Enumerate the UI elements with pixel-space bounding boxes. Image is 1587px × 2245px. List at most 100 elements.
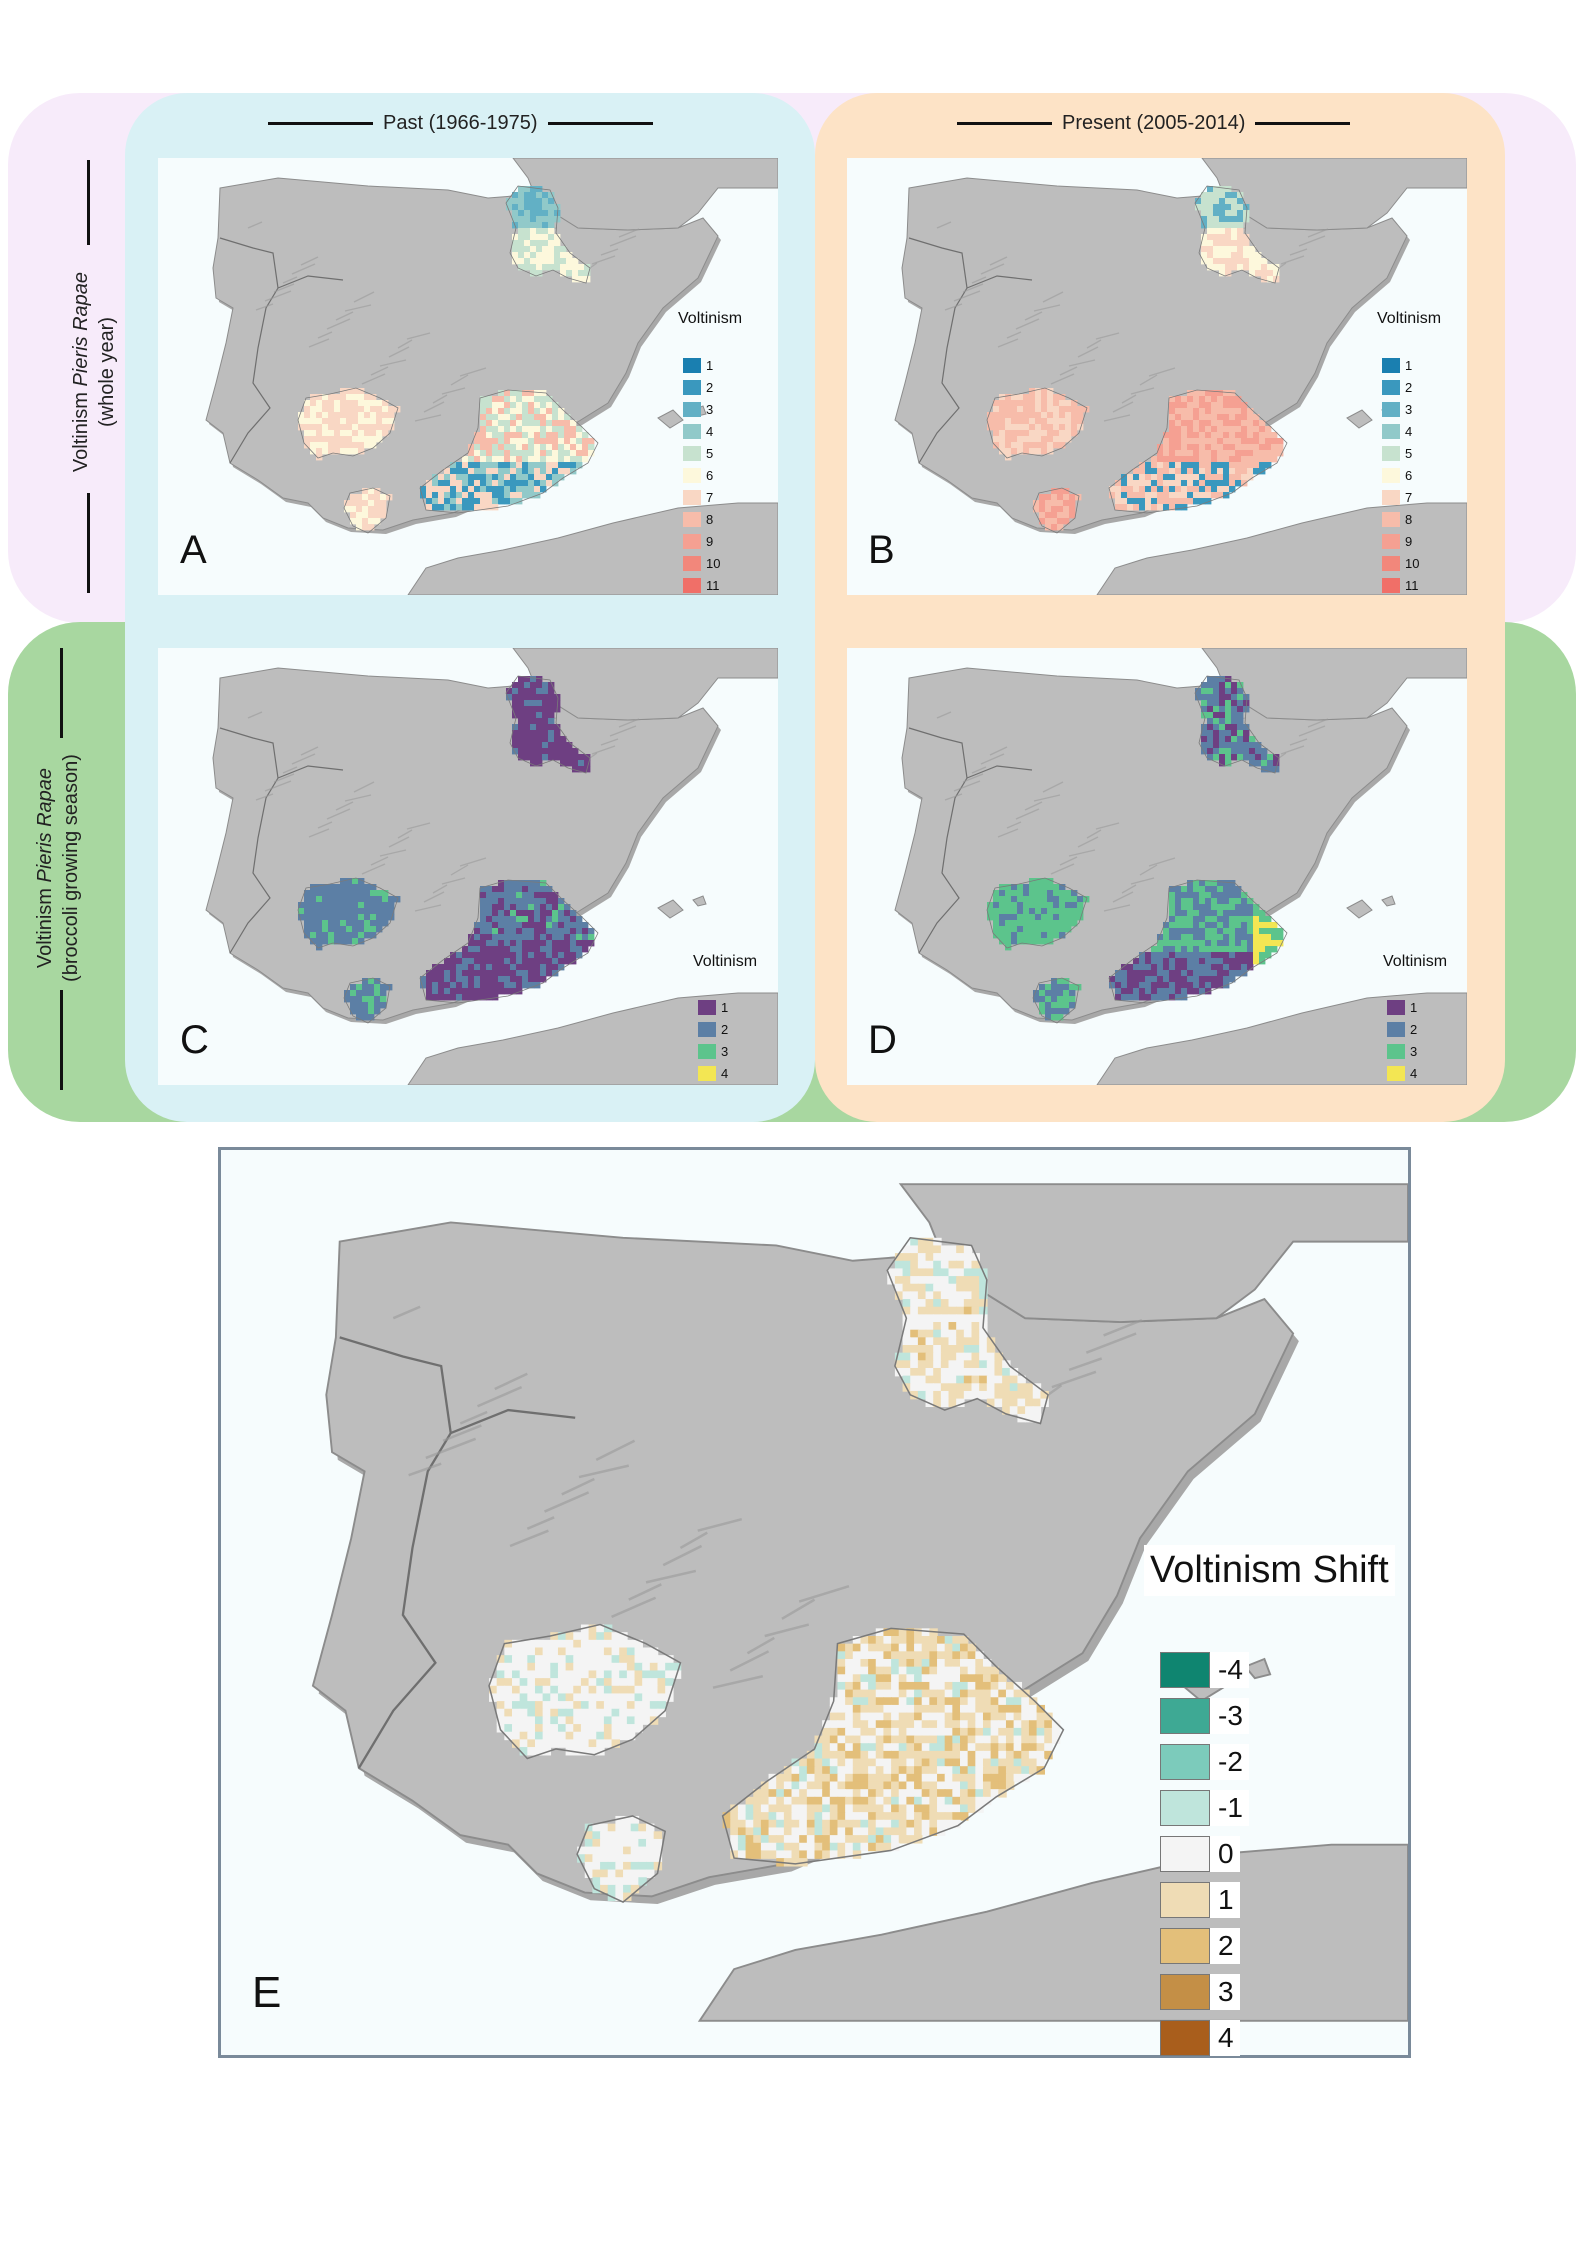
grid-cell — [370, 412, 377, 419]
grid-cell — [1217, 414, 1224, 421]
legend-item: 2 — [1160, 1928, 1240, 1964]
grid-cell — [956, 1268, 965, 1277]
legend-swatch — [683, 446, 701, 461]
grid-cell — [837, 1796, 846, 1806]
grid-cell — [1035, 400, 1042, 407]
grid-cell — [1175, 898, 1182, 905]
grid-cell — [432, 474, 439, 481]
legend-label: -4 — [1218, 1654, 1243, 1685]
grid-cell — [1017, 442, 1024, 449]
grid-cell — [1029, 424, 1036, 431]
grid-cell — [546, 886, 553, 893]
grid-cell — [504, 1731, 513, 1741]
relief-mark — [1121, 394, 1137, 404]
grid-cell — [1217, 450, 1224, 457]
grid-cell — [1009, 1383, 1019, 1392]
grid-cell — [542, 1724, 552, 1733]
grid-cell — [1039, 990, 1046, 997]
grid-cell — [1213, 258, 1220, 265]
grid-cell — [588, 1647, 598, 1656]
grid-cell — [564, 432, 571, 439]
grid-cell — [921, 1628, 931, 1637]
grid-cell — [584, 264, 591, 271]
grid-cell — [542, 1685, 552, 1695]
grid-cell — [875, 1697, 885, 1706]
grid-cell — [1009, 1375, 1019, 1385]
grid-cell — [492, 414, 499, 421]
balearic-island — [692, 895, 707, 907]
grid-cell — [852, 1666, 862, 1676]
grid-cell — [1205, 898, 1212, 905]
grid-cell — [370, 902, 377, 909]
legend-label: 4 — [1410, 1066, 1418, 1081]
grid-cell — [1047, 394, 1054, 401]
grid-cell — [1053, 932, 1060, 939]
grid-cell — [649, 1685, 659, 1695]
grid-cell — [1181, 928, 1188, 935]
grid-cell — [519, 1670, 529, 1679]
grid-cell — [570, 462, 577, 469]
relief-mark — [282, 766, 298, 774]
grid-cell — [1205, 988, 1212, 995]
grid-cell — [921, 1697, 931, 1706]
grid-cell — [1213, 204, 1220, 211]
grid-cell — [952, 1643, 961, 1653]
grid-cell — [791, 1781, 800, 1790]
legend-item: 1 — [1382, 358, 1412, 373]
grid-cell — [868, 1819, 877, 1829]
grid-cell — [1255, 754, 1262, 761]
grid-cell — [1249, 754, 1256, 761]
grid-cell — [642, 1693, 651, 1702]
grid-cell — [518, 724, 525, 731]
grid-cell — [519, 1747, 529, 1756]
grid-cell — [572, 258, 579, 265]
grid-cell — [540, 432, 547, 439]
grid-cell — [450, 964, 457, 971]
grid-cell — [998, 1727, 1007, 1737]
grid-cell — [1013, 1704, 1023, 1714]
grid-cell — [1217, 910, 1224, 917]
grid-cell — [975, 1796, 984, 1806]
grid-cell — [518, 676, 525, 683]
grid-cell — [1193, 964, 1200, 971]
grid-cell — [1277, 940, 1284, 947]
legend-swatch — [1382, 578, 1400, 593]
grid-cell — [346, 914, 353, 921]
grid-cell — [534, 886, 541, 893]
grid-cell — [1133, 474, 1140, 481]
grid-cell — [580, 1662, 590, 1672]
grid-cell — [550, 1685, 559, 1695]
grid-cell — [582, 456, 589, 463]
grid-cell — [1017, 1406, 1026, 1415]
grid-cell — [1219, 204, 1226, 211]
grid-cell — [450, 970, 457, 977]
grid-cell — [1223, 456, 1230, 463]
grid-cell — [883, 1697, 892, 1706]
grid-cell — [1229, 946, 1236, 953]
grid-cell — [902, 1337, 911, 1346]
grid-cell — [492, 456, 499, 463]
grid-cell — [898, 1674, 908, 1683]
grid-cell — [1193, 970, 1200, 977]
grid-cell — [1207, 210, 1214, 217]
grid-cell — [1035, 926, 1042, 933]
grid-cell — [607, 1854, 617, 1863]
grid-cell — [534, 958, 541, 965]
grid-cell — [1036, 1758, 1046, 1767]
grid-cell — [516, 940, 523, 947]
grid-cell — [1029, 418, 1036, 425]
grid-cell — [534, 462, 541, 469]
grid-cell — [891, 1758, 900, 1767]
relief-mark — [273, 773, 295, 783]
grid-cell — [1187, 946, 1194, 953]
grid-cell — [1069, 512, 1076, 519]
grid-cell — [657, 1693, 666, 1702]
grid-cell — [1277, 934, 1284, 941]
grid-cell — [552, 408, 559, 415]
grid-cell — [530, 192, 537, 199]
grid-cell — [1169, 486, 1176, 493]
grid-cell — [906, 1689, 915, 1699]
grid-cell — [530, 210, 537, 217]
grid-cell — [310, 424, 317, 431]
grid-cell — [1237, 204, 1244, 211]
